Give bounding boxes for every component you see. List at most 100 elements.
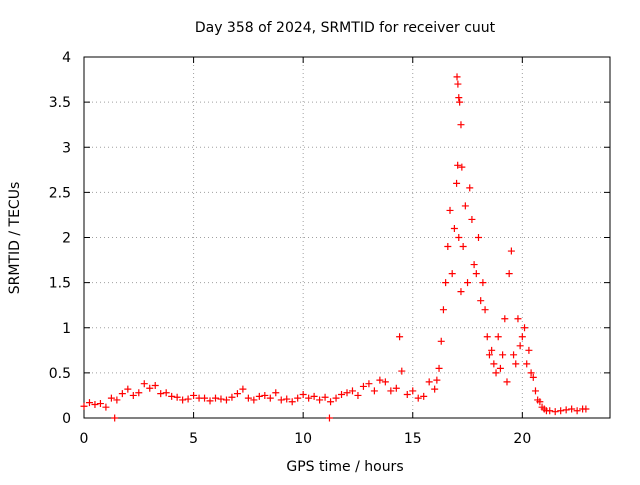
data-point — [244, 394, 252, 402]
data-point — [151, 382, 159, 390]
y-tick-label: 1.5 — [49, 276, 71, 292]
data-point — [250, 396, 258, 404]
data-point — [488, 346, 496, 354]
data-point — [107, 394, 115, 402]
data-point — [343, 389, 351, 397]
data-point — [370, 387, 378, 395]
data-point — [294, 394, 302, 402]
data-point — [359, 382, 367, 390]
data-point — [573, 407, 581, 415]
data-point — [483, 333, 491, 341]
data-point — [118, 390, 126, 398]
data-point — [91, 400, 99, 408]
data-point — [299, 391, 307, 399]
data-point — [409, 387, 417, 395]
data-point — [310, 392, 318, 400]
data-point — [529, 373, 537, 381]
data-point — [381, 378, 389, 386]
data-point — [425, 378, 433, 386]
data-point — [551, 408, 559, 416]
data-point — [512, 360, 520, 368]
data-point — [239, 385, 247, 393]
data-point — [446, 206, 454, 214]
data-point — [124, 385, 132, 393]
data-point — [135, 389, 143, 397]
data-point — [464, 279, 472, 287]
data-point — [466, 184, 474, 192]
y-tick-label: 0 — [62, 411, 71, 427]
data-point — [454, 161, 462, 169]
data-point — [536, 398, 544, 406]
data-point — [96, 400, 104, 408]
data-point — [206, 397, 214, 405]
x-tick-label: 0 — [80, 431, 89, 447]
data-point — [431, 385, 439, 393]
data-point — [475, 234, 482, 241]
data-point — [453, 179, 461, 187]
data-point — [510, 351, 518, 359]
data-point — [521, 324, 529, 332]
data-point — [437, 337, 445, 345]
x-tick-label: 10 — [294, 431, 312, 447]
data-point — [518, 333, 526, 341]
data-point — [233, 390, 241, 398]
data-point — [468, 215, 476, 223]
data-point — [514, 315, 522, 323]
data-point — [485, 351, 493, 359]
data-point — [531, 387, 539, 395]
y-tick-label: 3 — [62, 140, 71, 156]
data-point — [472, 270, 480, 278]
x-tick-label: 15 — [404, 431, 422, 447]
data-point — [201, 394, 209, 402]
data-point — [527, 369, 535, 377]
data-point — [458, 163, 466, 171]
data-point — [255, 392, 263, 400]
data-point — [162, 389, 170, 397]
data-point — [305, 394, 313, 402]
data-point — [316, 396, 324, 404]
data-point — [129, 391, 137, 399]
data-point — [477, 297, 485, 305]
data-point — [492, 369, 500, 377]
data-point — [168, 392, 176, 400]
y-tick-label: 1 — [62, 321, 71, 337]
data-point — [516, 342, 524, 350]
data-point — [582, 405, 590, 413]
data-point — [505, 270, 513, 278]
data-point — [332, 394, 340, 402]
tick-layer: 0 5 10 15 20 0 0.5 1 1.5 2 2.5 3 3.5 4 — [49, 50, 610, 447]
data-point — [222, 396, 230, 404]
data-point — [420, 392, 428, 400]
data-point — [439, 306, 447, 314]
data-point — [266, 394, 274, 402]
x-tick-label: 5 — [189, 431, 198, 447]
data-point — [523, 360, 531, 368]
data-point — [113, 396, 121, 404]
data-point — [376, 376, 384, 384]
data-point — [354, 391, 362, 399]
data-point — [392, 384, 400, 392]
data-point — [546, 407, 554, 415]
data-marks — [80, 73, 590, 422]
data-point — [387, 387, 395, 395]
data-point — [140, 380, 148, 388]
y-tick-label: 2 — [62, 231, 71, 247]
data-point — [179, 396, 187, 404]
data-point — [562, 406, 570, 414]
data-point — [479, 279, 487, 287]
data-point — [327, 398, 335, 406]
data-point — [470, 261, 478, 269]
data-point — [85, 399, 93, 407]
data-point — [457, 288, 465, 296]
data-point — [217, 395, 225, 403]
data-point — [496, 364, 504, 372]
data-point — [435, 364, 443, 372]
grid-layer — [84, 57, 610, 418]
data-point — [450, 224, 458, 232]
data-point — [80, 402, 88, 410]
data-point — [442, 279, 450, 287]
data-point — [396, 333, 404, 341]
data-point — [448, 270, 456, 278]
